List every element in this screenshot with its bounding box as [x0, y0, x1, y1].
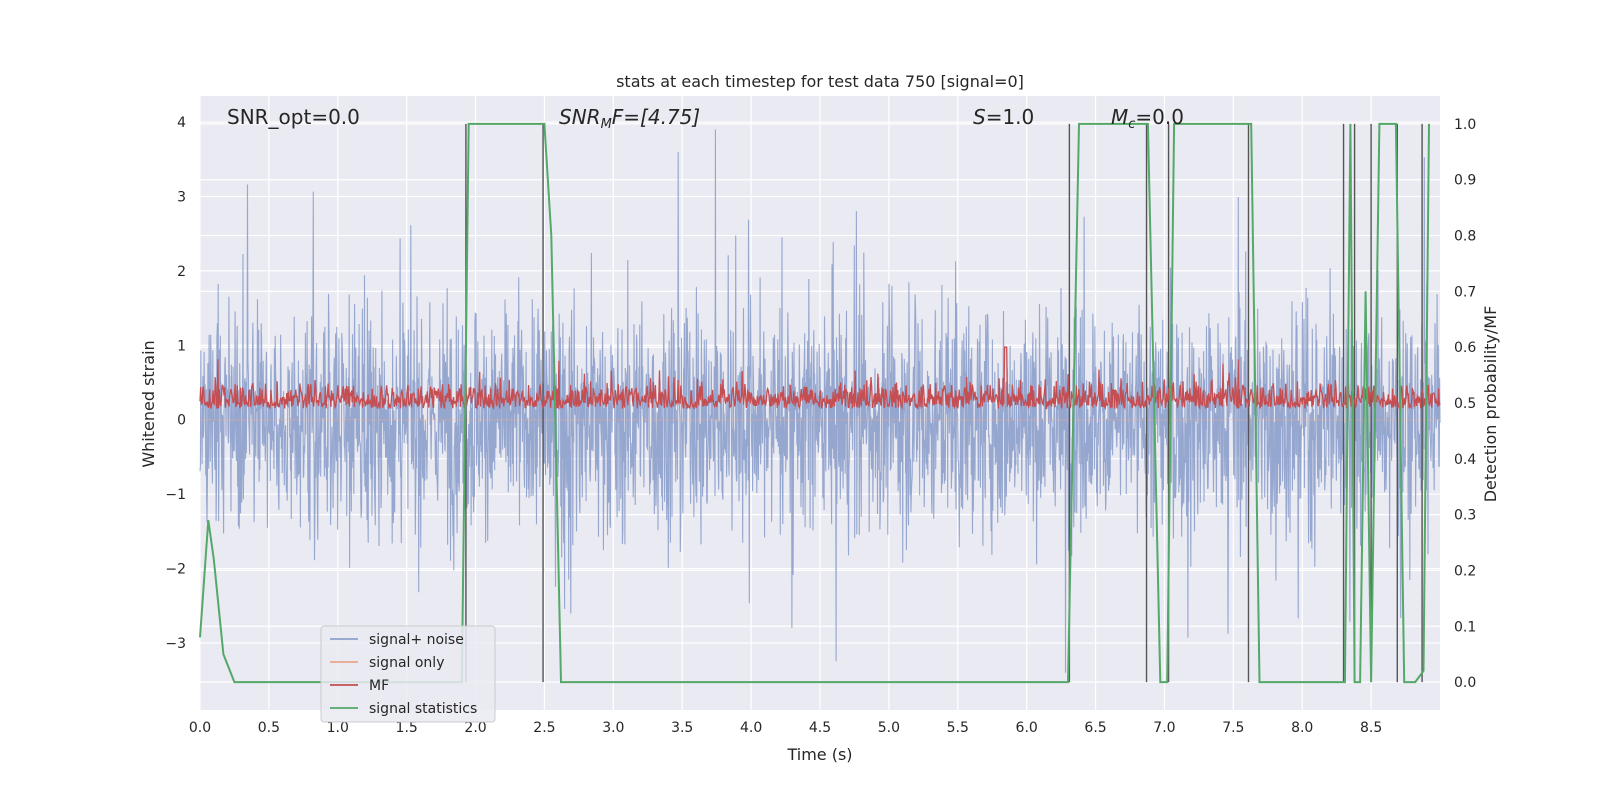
x-tick-label: 6.5: [1084, 720, 1106, 736]
annotation-s-rest: =1.0: [986, 105, 1035, 129]
x-tick-label: 1.5: [396, 720, 418, 736]
y-tick-label: 3: [177, 189, 186, 205]
y-right-tick-label: 0.2: [1454, 563, 1476, 579]
x-tick-label: 7.0: [1153, 720, 1175, 736]
tick-labels: 0.0 0.5 1.0 1.5 2.0 2.5 3.0 3.5 4.0 4.5 5.0 5.5 6.0 6…: [165, 115, 1476, 736]
x-tick-label: 8.5: [1360, 720, 1382, 736]
annotation-mc: Mc=0.0: [1111, 105, 1184, 132]
series-mf: [199, 346, 1441, 411]
y-right-tick-label: 0.3: [1454, 508, 1476, 524]
y-tick-label: 0: [177, 413, 186, 429]
y-tick-label: 4: [177, 115, 186, 131]
x-tick-label: 0.5: [258, 720, 280, 736]
y-tick-label: 2: [177, 264, 186, 280]
y-right-tick-label: 1.0: [1454, 117, 1476, 133]
annotation-snr-mf-main: SNR: [559, 105, 601, 129]
legend: signal+ noise signal only MF signal stat…: [320, 625, 496, 723]
y-right-tick-label: 0.1: [1454, 619, 1476, 635]
x-tick-label: 6.0: [1016, 720, 1038, 736]
annotation-mc-main: M: [1111, 105, 1128, 129]
x-tick-label: 5.5: [947, 720, 969, 736]
y-right-tick-label: 0.0: [1454, 675, 1476, 691]
y-right-axis-label: Detection probability/MF: [1481, 306, 1500, 503]
signal-statistics-line: [199, 122, 1430, 684]
annotation-s-main: S: [973, 105, 986, 129]
y-right-tick-label: 0.9: [1454, 173, 1476, 189]
legend-box: [320, 625, 496, 723]
legend-label-mf: MF: [369, 678, 389, 694]
x-tick-label: 2.5: [533, 720, 555, 736]
annotation-mc-rest: =0.0: [1135, 105, 1184, 129]
y-tick-label: −1: [165, 487, 186, 503]
annotation-snr-opt: SNR_opt=0.0: [227, 105, 360, 129]
series-signal-statistics: [199, 122, 1430, 684]
y-tick-label: 1: [177, 338, 186, 354]
y-right-tick-label: 0.8: [1454, 229, 1476, 245]
legend-label-signal-statistics: signal statistics: [369, 701, 477, 717]
x-tick-label: 7.5: [1222, 720, 1244, 736]
x-axis-label: Time (s): [786, 745, 852, 764]
x-tick-label: 8.0: [1291, 720, 1313, 736]
annotation-snr-mf: SNRMF=[4.75]: [559, 105, 700, 132]
annotation-s: S=1.0: [973, 105, 1034, 129]
y-right-tick-label: 0.4: [1454, 452, 1476, 468]
y-tick-label: −3: [165, 636, 186, 652]
annotation-snr-mf-sub: M: [601, 117, 612, 132]
x-tick-label: 4.0: [740, 720, 762, 736]
y-tick-label: −2: [165, 562, 186, 578]
chart-title: stats at each timestep for test data 750…: [616, 72, 1024, 91]
legend-label-signal-noise: signal+ noise: [369, 632, 464, 648]
x-tick-label: 4.5: [809, 720, 831, 736]
x-tick-label: 5.0: [878, 720, 900, 736]
x-tick-label: 0.0: [189, 720, 211, 736]
y-right-tick-label: 0.5: [1454, 396, 1476, 412]
legend-label-signal-only: signal only: [369, 655, 444, 671]
x-tick-label: 1.0: [327, 720, 349, 736]
annotation-mc-sub: c: [1128, 117, 1135, 132]
mf-line: [199, 346, 1441, 411]
annotation-snr-mf-rest: F=[4.75]: [612, 105, 700, 129]
x-tick-label: 2.0: [464, 720, 486, 736]
x-tick-label: 3.5: [671, 720, 693, 736]
y-right-tick-label: 0.7: [1454, 284, 1476, 300]
y-right-tick-label: 0.6: [1454, 340, 1476, 356]
y-axis-label: Whitened strain: [139, 340, 158, 467]
x-tick-label: 3.0: [602, 720, 624, 736]
